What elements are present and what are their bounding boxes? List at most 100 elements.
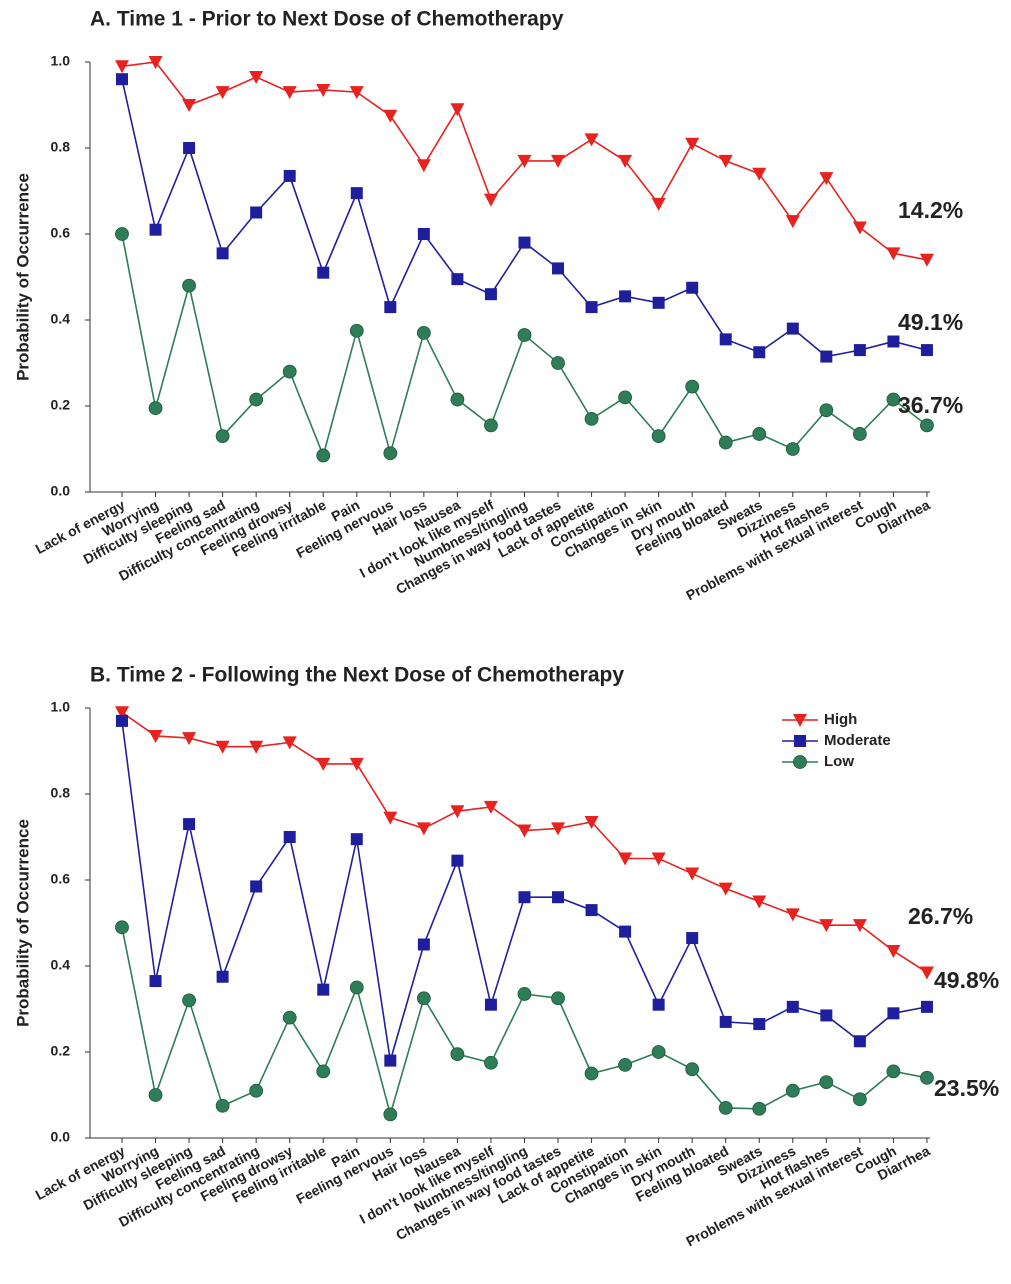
marker xyxy=(484,998,497,1011)
marker xyxy=(551,991,565,1006)
marker xyxy=(619,290,632,303)
marker xyxy=(753,1018,766,1031)
y-tick-label: 0.4 xyxy=(51,311,71,327)
y-tick-label: 0.8 xyxy=(51,139,71,155)
marker xyxy=(819,919,834,933)
marker xyxy=(786,322,799,335)
marker xyxy=(886,247,901,261)
marker xyxy=(115,920,129,935)
marker xyxy=(148,56,163,69)
marker xyxy=(651,1045,666,1059)
marker xyxy=(920,418,934,433)
marker xyxy=(585,301,598,314)
annotation: 26.7% xyxy=(908,903,973,929)
marker xyxy=(416,991,431,1006)
marker xyxy=(752,167,767,181)
marker xyxy=(317,266,330,279)
marker xyxy=(182,278,196,293)
marker xyxy=(686,281,699,294)
y-tick-label: 0.0 xyxy=(51,483,71,499)
marker xyxy=(819,172,834,186)
marker xyxy=(451,273,464,286)
marker xyxy=(718,435,733,450)
marker xyxy=(619,925,632,938)
marker xyxy=(249,392,264,407)
chart-title: B. Time 2 - Following the Next Dose of C… xyxy=(90,664,624,687)
marker xyxy=(383,811,398,825)
series-line xyxy=(121,79,928,358)
marker xyxy=(752,427,767,441)
marker xyxy=(484,418,498,433)
marker xyxy=(282,736,297,750)
marker xyxy=(753,346,766,359)
marker xyxy=(216,970,229,983)
marker xyxy=(618,390,632,405)
marker xyxy=(685,1062,700,1077)
y-tick-label: 0.6 xyxy=(51,225,71,241)
marker xyxy=(384,1054,397,1067)
marker xyxy=(887,335,900,348)
marker xyxy=(317,983,330,996)
marker xyxy=(451,854,464,867)
marker xyxy=(552,262,565,275)
annotation: 14.2% xyxy=(898,197,963,223)
y-tick-label: 0.2 xyxy=(51,397,71,413)
marker xyxy=(551,822,566,836)
marker xyxy=(215,429,230,444)
marker xyxy=(316,1064,331,1079)
marker xyxy=(852,1092,867,1107)
marker xyxy=(316,83,331,97)
marker xyxy=(852,427,867,441)
marker xyxy=(618,852,633,866)
y-tick-label: 0.6 xyxy=(51,871,71,887)
marker xyxy=(852,919,867,933)
marker xyxy=(552,891,565,904)
series-line xyxy=(121,711,928,974)
marker xyxy=(116,714,128,727)
marker xyxy=(215,1098,230,1113)
marker xyxy=(517,824,532,838)
marker xyxy=(249,740,264,754)
marker xyxy=(584,815,599,829)
marker xyxy=(416,159,431,173)
marker xyxy=(887,1007,900,1020)
marker xyxy=(282,1010,297,1025)
marker xyxy=(182,99,197,112)
marker xyxy=(852,221,867,235)
marker xyxy=(249,1083,264,1098)
marker xyxy=(283,831,296,843)
marker xyxy=(517,328,532,342)
marker xyxy=(820,1009,833,1022)
marker xyxy=(584,411,599,426)
marker xyxy=(116,73,128,86)
marker xyxy=(216,247,229,260)
marker xyxy=(148,1088,163,1102)
marker xyxy=(149,223,162,236)
marker xyxy=(115,706,129,720)
marker xyxy=(718,154,733,168)
legend-label: High xyxy=(824,711,857,728)
marker xyxy=(820,350,833,363)
annotation: 49.1% xyxy=(898,309,963,335)
chart-title: A. Time 1 - Prior to Next Dose of Chemot… xyxy=(90,8,564,31)
y-tick-label: 1.0 xyxy=(51,53,71,69)
marker xyxy=(919,966,934,980)
marker xyxy=(350,833,363,846)
marker xyxy=(148,401,163,416)
marker xyxy=(182,993,196,1008)
marker xyxy=(785,1083,800,1098)
legend-label: Moderate xyxy=(824,732,891,749)
marker xyxy=(450,103,465,117)
marker xyxy=(115,227,129,241)
marker xyxy=(785,442,800,456)
marker xyxy=(618,1058,632,1072)
marker xyxy=(183,142,196,154)
marker xyxy=(551,154,566,168)
marker xyxy=(719,1015,732,1028)
marker xyxy=(517,987,532,1001)
marker xyxy=(250,880,263,893)
marker xyxy=(886,944,901,958)
marker xyxy=(115,60,129,74)
marker xyxy=(786,1000,799,1013)
